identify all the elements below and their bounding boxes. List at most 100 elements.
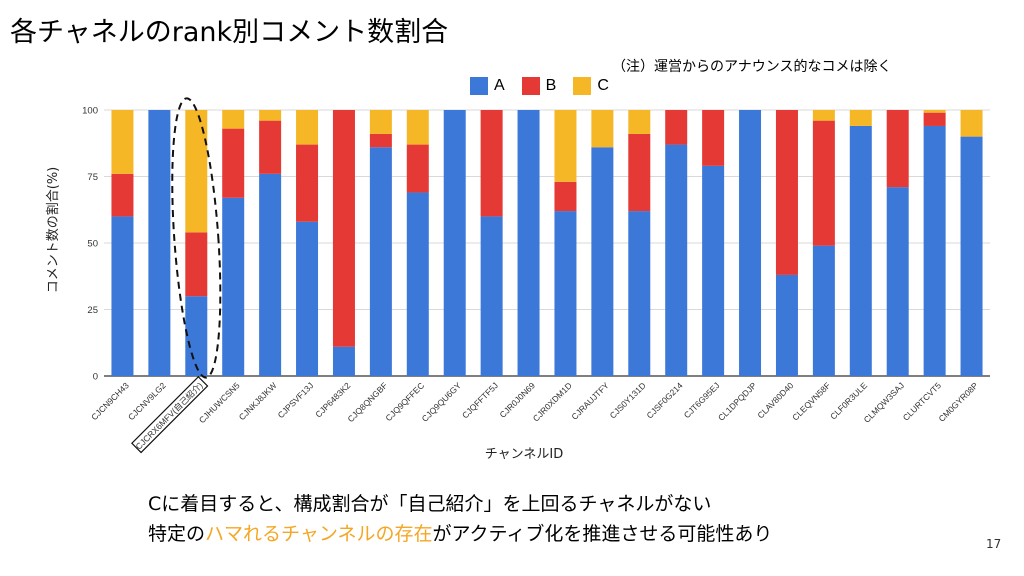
bar-segment-b-CJS0Y131D [628, 133, 651, 212]
x-tick-label: CJQ9QU6GY [420, 380, 464, 424]
bar-segment-b-CJR0XDM1D [554, 181, 577, 212]
bar-segment-b-CJSF0G214 [665, 110, 688, 145]
slide-title: 各チャネルのrank別コメント数割合 [10, 17, 449, 48]
x-tick-label: CJQFFTF5J [460, 380, 500, 420]
bar-segment-a-CJT6G95EJ [702, 165, 725, 376]
highlight-label-box [131, 375, 209, 454]
bar-segment-a-CJNKJ8JKW [259, 173, 282, 376]
bars [111, 110, 983, 377]
legend-item-a: A [470, 77, 505, 95]
x-tick-label: CJNKJ8JKW [237, 380, 279, 422]
bar-segment-a-CM0GYR08P [960, 136, 983, 376]
legend-label-c: C [597, 77, 609, 94]
bar-segment-a-CLF0R3ULE [849, 125, 872, 377]
conclusion-line-2-highlight: ハマれるチャンネルの存在 [205, 523, 433, 545]
conclusion-line-2-pre: 特定の [148, 523, 206, 545]
highlight-ellipse [171, 97, 222, 379]
bar-segment-c-CJPSVF13J [296, 110, 319, 145]
bar-segment-c-CLF0R3ULE [849, 110, 872, 126]
x-tick-label: CJCRX6MFV(自己紹介) [134, 380, 205, 451]
x-tick-label: CM0GYR08P [936, 380, 980, 424]
bar-segment-c-CJRAUJTFY [591, 110, 614, 148]
bar-segment-b-CLMQW3SAJ [886, 110, 909, 188]
bar-segment-b-CJCRX6MFV(自己紹介) [185, 232, 208, 297]
x-tick-label: CL1DPQDJP [716, 380, 759, 423]
y-tick-label: 25 [87, 305, 98, 316]
bar-segment-a-CLMQW3SAJ [886, 187, 909, 376]
x-tick-label: CLAV80D40 [755, 380, 795, 420]
bar-segment-c-CJNKJ8JKW [259, 110, 282, 121]
bar-segment-c-CJCRX6MFV(自己紹介) [185, 110, 208, 233]
bar-segment-b-CJHUWCSN5 [222, 128, 245, 198]
legend-label-a: A [494, 77, 505, 94]
bar-segment-a-CJQFFTF5J [480, 216, 503, 376]
y-tick-label: 0 [93, 372, 98, 383]
bar-segment-c-CLEQVN58F [812, 110, 835, 121]
x-tick-label: CJT6G95EJ [682, 380, 722, 420]
bar-segment-a-CJR0XDM1D [554, 211, 577, 376]
bar-segment-a-CJQ8QNGBF [369, 147, 392, 376]
bar-segment-b-CJQ8QNGBF [369, 133, 392, 148]
x-tick-label: CJPSVF13J [276, 380, 316, 420]
x-tick-label: CJS0Y131D [608, 380, 648, 420]
x-tick-label: CJQ8QNGBF [345, 380, 389, 424]
bar-segment-a-CJQ9QU6GY [443, 110, 466, 376]
bar-segment-c-CJQ8QNGBF [369, 110, 392, 134]
x-tick-label: CJP6483K2 [313, 380, 352, 419]
bar-segment-a-CJQ9QFFEC [406, 192, 429, 376]
x-tick-label: CJCN9CH43 [89, 380, 131, 422]
x-tick-label: CJR0XDM1D [531, 380, 574, 423]
bar-segment-c-CJQ9QFFEC [406, 110, 429, 145]
bar-segment-a-CJRAUJTFY [591, 147, 614, 376]
bar-segment-b-CLEQVN58F [812, 120, 835, 246]
legend-item-b: B [521, 77, 557, 95]
legend-label-b: B [545, 77, 557, 94]
legend-swatch-c [573, 77, 592, 95]
legend-swatch-b [521, 77, 540, 95]
bar-segment-c-CJHUWCSN5 [222, 110, 245, 129]
bar-segment-a-CJS0Y131D [628, 211, 651, 376]
bar-segment-a-CJP6483K2 [332, 346, 355, 376]
highlight-annotation [131, 97, 222, 454]
bar-segment-a-CJCRX6MFV(自己紹介) [185, 296, 208, 376]
bar-segment-a-CLURTCVT5 [923, 125, 946, 377]
chart-legend: A B C [470, 76, 626, 96]
bar-segment-b-CJT6G95EJ [702, 110, 725, 166]
y-axis-label: コメント数の割合(%) [45, 167, 61, 294]
x-tick-label: CLEQVN58F [790, 380, 832, 422]
bar-segment-a-CJPSVF13J [296, 221, 319, 376]
bar-segment-c-CJR0XDM1D [554, 110, 577, 182]
y-tick-label: 100 [82, 106, 98, 117]
legend-item-c: C [573, 77, 609, 95]
grid-lines [104, 109, 990, 377]
x-axis-label: チャンネルID [485, 447, 563, 462]
bar-segment-b-CJPSVF13J [296, 144, 319, 222]
bar-segment-b-CLAV80D40 [775, 110, 798, 275]
page-number: 17 [986, 537, 1002, 551]
stacked-bar-chart: 0 25 50 75 100 CJCN9CH43CJCNV9LG2CJCRX6MFV(自… [45, 97, 990, 462]
bar-segment-a-CLEQVN58F [812, 245, 835, 376]
bar-segment-a-CJR0J0N69 [517, 110, 540, 376]
conclusion-line-2-post: がアクティブ化を推進させる可能性あり [432, 523, 773, 545]
bar-segment-b-CJQFFTF5J [480, 110, 503, 217]
conclusion-line-1: Cに着目すると、構成割合が「自己紹介」を上回るチャネルがない [148, 493, 712, 515]
y-tick-label: 75 [87, 172, 98, 183]
bar-segment-a-CL1DPQDJP [739, 110, 762, 376]
conclusion-line-2: 特定のハマれるチャンネルの存在がアクティブ化を推進させる可能性あり [148, 519, 772, 546]
bar-segment-a-CJSF0G214 [665, 144, 688, 376]
bar-segment-c-CM0GYR08P [960, 110, 983, 137]
bar-segment-b-CLURTCVT5 [923, 112, 946, 126]
bar-segment-a-CLAV80D40 [775, 274, 798, 376]
bar-segment-a-CJHUWCSN5 [222, 197, 245, 376]
bar-segment-c-CJCN9CH43 [111, 110, 134, 174]
bar-segment-b-CJNKJ8JKW [259, 120, 282, 174]
bar-segment-c-CLURTCVT5 [923, 110, 946, 113]
x-tick-label: CJRAUJTFY [569, 380, 611, 422]
bar-segment-b-CJQ9QFFEC [406, 144, 429, 193]
x-tick-labels: CJCN9CH43CJCNV9LG2CJCRX6MFV(自己紹介)CJHUWCS… [89, 380, 980, 451]
legend-swatch-a [470, 77, 488, 95]
y-tick-label: 50 [87, 239, 98, 250]
x-tick-label: CJR0J0N69 [497, 380, 537, 420]
bar-segment-b-CJCN9CH43 [111, 173, 134, 217]
bar-segment-c-CJS0Y131D [628, 110, 651, 134]
